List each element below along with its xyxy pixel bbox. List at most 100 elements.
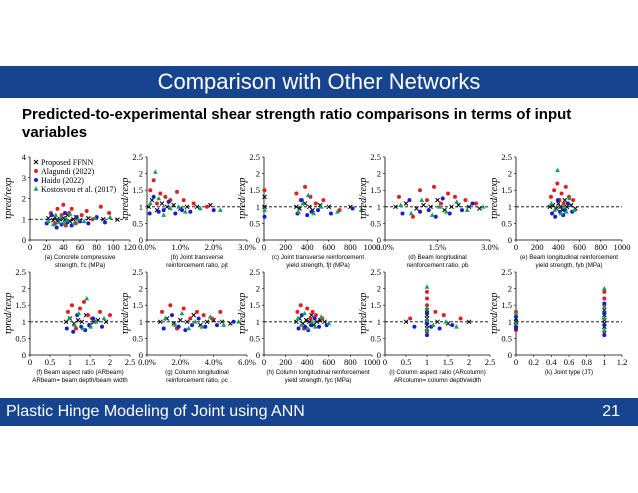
data-point-kostosvou xyxy=(443,319,449,324)
y-tick-label: 2.5 xyxy=(132,267,143,277)
data-point-kostosvou xyxy=(81,218,87,224)
data-point-kostosvou xyxy=(66,315,72,321)
data-point-haido xyxy=(425,321,429,326)
data-point-ffnn xyxy=(103,319,109,325)
x-tick-label: 0.6 xyxy=(564,357,575,367)
y-axis-label: τpred/τexp xyxy=(3,293,14,335)
x-tick-label: 0.0% xyxy=(138,357,156,367)
data-point-kostosvou xyxy=(430,322,436,327)
x-tick-label: 2 xyxy=(108,357,112,367)
data-point-haido xyxy=(173,211,178,216)
data-point-haido xyxy=(317,324,322,329)
y-axis-label: τpred/τexp xyxy=(489,178,500,220)
data-point-alagundi xyxy=(425,198,429,203)
y-tick-label: 1.5 xyxy=(370,185,381,195)
data-point-alagundi xyxy=(313,313,318,318)
y-axis-label: τpred/τexp xyxy=(237,293,248,335)
data-point-kostosvou xyxy=(549,200,554,206)
data-point-alagundi xyxy=(205,204,209,209)
data-point-alagundi xyxy=(313,201,318,206)
slide-title: Comparison with Other Networks xyxy=(157,69,481,94)
data-point-ffnn xyxy=(303,317,309,323)
y-tick-label: 0 xyxy=(508,350,512,360)
x-tick-label: 0.0% xyxy=(376,242,394,252)
x-tick-label: 0 xyxy=(514,357,518,367)
data-point-haido xyxy=(312,316,317,321)
data-point-ffnn xyxy=(171,202,177,208)
data-point-kostosvou xyxy=(197,205,203,211)
data-point-kostosvou xyxy=(207,314,213,319)
data-point-haido xyxy=(514,326,518,331)
x-tick-label: 0 xyxy=(28,357,32,367)
data-point-kostosvou xyxy=(152,169,158,174)
data-point-haido xyxy=(305,213,310,218)
data-point-ffnn xyxy=(262,204,267,210)
data-point-ffnn xyxy=(562,197,568,203)
y-tick-label: 2 xyxy=(256,284,260,294)
data-point-kostosvou xyxy=(64,217,70,223)
data-point-haido xyxy=(296,326,301,331)
data-point-ffnn xyxy=(421,202,426,208)
x-tick-label: 4.0% xyxy=(205,357,223,367)
data-point-alagundi xyxy=(70,303,74,308)
x-tick-label: 2.5 xyxy=(125,357,136,367)
data-point-alagundi xyxy=(295,309,300,314)
y-tick-label: 2.5 xyxy=(132,152,143,162)
y-axis-label: τpred/τexp xyxy=(358,178,369,220)
y-tick-label: 3 xyxy=(22,173,26,183)
x-tick-label: 1.5 xyxy=(443,357,454,367)
y-tick-label: 1 xyxy=(22,214,26,224)
y-tick-label: 1.5 xyxy=(249,300,260,310)
data-point-kostosvou xyxy=(424,305,430,311)
x-tick-label: 0.2 xyxy=(528,357,539,367)
y-tick-label: 2 xyxy=(377,284,381,294)
data-point-kostosvou xyxy=(161,212,167,217)
x-tick-label: 0.4 xyxy=(546,357,557,367)
x-tick-label: 1000 xyxy=(364,242,381,252)
data-point-kostosvou xyxy=(601,315,607,321)
data-point-alagundi xyxy=(446,191,450,196)
y-tick-label: 1 xyxy=(256,317,260,327)
data-point-alagundi xyxy=(433,309,438,314)
data-point-alagundi xyxy=(98,204,103,209)
data-point-alagundi xyxy=(151,178,156,183)
y-tick-label: 1.5 xyxy=(501,300,512,310)
data-point-kostosvou xyxy=(398,202,404,207)
data-point-haido xyxy=(151,194,156,199)
data-point-kostosvou xyxy=(167,205,173,211)
data-point-ffnn xyxy=(294,204,299,210)
data-point-alagundi xyxy=(602,289,607,294)
data-point-alagundi xyxy=(418,188,422,193)
x-tick-label: 3.0% xyxy=(238,242,256,252)
data-point-haido xyxy=(602,301,607,306)
data-point-haido xyxy=(316,208,320,213)
data-point-haido xyxy=(602,323,607,328)
x-tick-label: 3.0% xyxy=(481,242,499,252)
legend-label: Alagundi (2022) xyxy=(41,167,94,176)
data-point-kostosvou xyxy=(318,204,324,209)
y-tick-label: 0.5 xyxy=(501,218,512,228)
y-tick-label: 1 xyxy=(508,317,512,327)
data-point-haido xyxy=(170,313,174,318)
data-point-ffnn xyxy=(177,317,183,323)
data-point-haido xyxy=(400,211,405,216)
data-point-kostosvou xyxy=(300,200,306,206)
panel-g: 00.511.522.50.0% 2.0% 4.0% 6.0%τpred/τexp(g… xyxy=(120,267,256,384)
y-tick-label: 0 xyxy=(256,235,260,245)
data-point-kostosvou xyxy=(192,319,198,324)
data-point-kostosvou xyxy=(56,219,62,225)
legend-label: Kostosvou et al. (2017) xyxy=(41,185,116,194)
data-point-haido xyxy=(64,326,69,331)
data-point-alagundi xyxy=(308,316,313,321)
data-point-ffnn xyxy=(393,204,398,210)
data-point-alagundi xyxy=(148,188,153,193)
legend-marker xyxy=(34,178,38,182)
data-point-ffnn xyxy=(547,204,553,210)
x-tick-label: 1000 xyxy=(364,357,381,367)
data-point-alagundi xyxy=(84,208,89,213)
x-tick-label: 200 xyxy=(279,242,292,252)
data-point-alagundi xyxy=(559,191,564,196)
data-point-kostosvou xyxy=(305,325,311,331)
y-tick-label: 1 xyxy=(22,317,26,327)
